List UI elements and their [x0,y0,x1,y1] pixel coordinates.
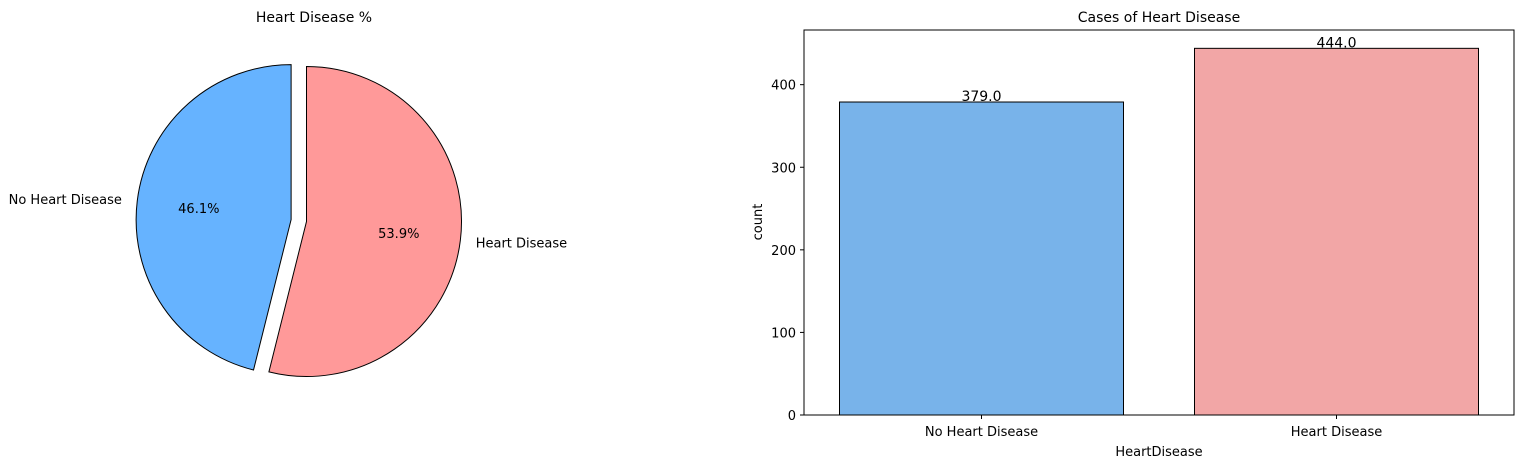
pie-chart-title: Heart Disease % [256,10,372,26]
pie-pct-label-no-heart-disease: 46.1% [178,202,219,217]
pie-slice-heart-disease [268,65,462,377]
y-tick-label-400: 400 [771,79,796,94]
bars [839,47,1479,416]
bar-heart-disease [1194,47,1479,416]
bar-value-labels: 379.0 444.0 [961,35,1356,105]
y-tick-label-0: 0 [788,409,796,424]
y-axis-ticks: 0 100 200 300 400 [771,79,804,424]
x-tick-label-no-heart-disease: No Heart Disease [925,425,1038,440]
pie-chart: Heart Disease % 46.1% No Heart Disease 53.… [9,10,568,377]
x-axis-ticks: No Heart Disease Heart Disease [925,415,1382,440]
bar-value-label-heart-disease: 444.0 [1316,35,1356,51]
y-tick-label-300: 300 [771,161,796,176]
x-axis-label: HeartDisease [1115,445,1202,460]
bar-value-label-no-heart-disease: 379.0 [961,89,1001,105]
bar-chart: Cases of Heart Disease 0 100 200 300 400 No … [751,10,1515,460]
pie-category-label-no-heart-disease: No Heart Disease [9,193,122,208]
pie-pct-label-heart-disease: 53.9% [378,227,419,242]
x-tick-label-heart-disease: Heart Disease [1291,425,1382,440]
pie-category-label-heart-disease: Heart Disease [476,236,567,251]
pie-slices [135,64,462,377]
bar-chart-title: Cases of Heart Disease [1078,10,1240,26]
plot-area-frame [803,29,1515,416]
y-axis-label: count [751,204,766,241]
pie-labels: 46.1% No Heart Disease 53.9% Heart Disease [9,193,568,252]
pie-slice-no-heart-disease [135,64,292,371]
bar-no-heart-disease [839,101,1124,416]
y-tick-label-200: 200 [771,244,796,259]
y-tick-label-100: 100 [771,326,796,341]
